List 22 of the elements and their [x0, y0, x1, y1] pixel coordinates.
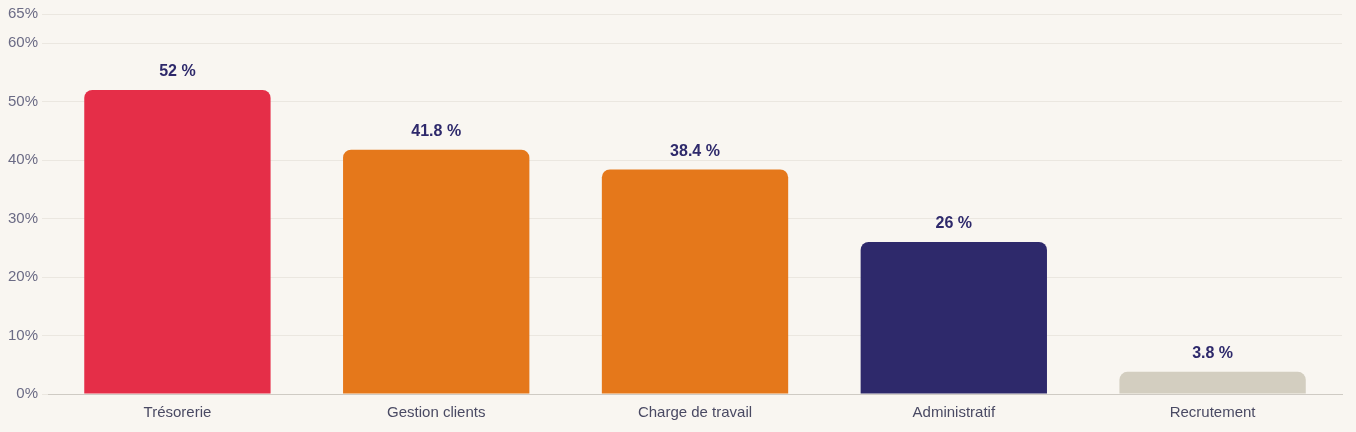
- y-tick-label: 40%: [7, 150, 39, 168]
- y-tick-label: 30%: [7, 208, 39, 226]
- data-label: 41.8 %: [411, 122, 462, 140]
- data-label: 3.8 %: [1192, 344, 1234, 362]
- x-tick-label: Administratif: [912, 403, 996, 421]
- y-tick-label: 10%: [7, 325, 39, 343]
- x-tick-label: Gestion clients: [387, 403, 486, 421]
- x-tick-label: Recrutement: [1169, 403, 1257, 421]
- bar: [84, 90, 271, 394]
- y-tick-label: 20%: [7, 267, 39, 285]
- y-tick-label: 60%: [7, 33, 39, 51]
- data-label: 38.4 %: [670, 141, 720, 159]
- data-label: 26 %: [935, 214, 973, 232]
- bar: [601, 169, 789, 394]
- y-tick-label: 65%: [7, 4, 39, 22]
- bar: [860, 242, 1047, 394]
- data-label: 52 %: [159, 62, 196, 80]
- bar: [343, 149, 530, 394]
- x-tick-label: Trésorerie: [143, 403, 212, 421]
- x-tick-label: Charge de travail: [637, 403, 753, 421]
- y-tick-label: 0%: [16, 384, 39, 402]
- y-tick-label: 50%: [7, 91, 39, 109]
